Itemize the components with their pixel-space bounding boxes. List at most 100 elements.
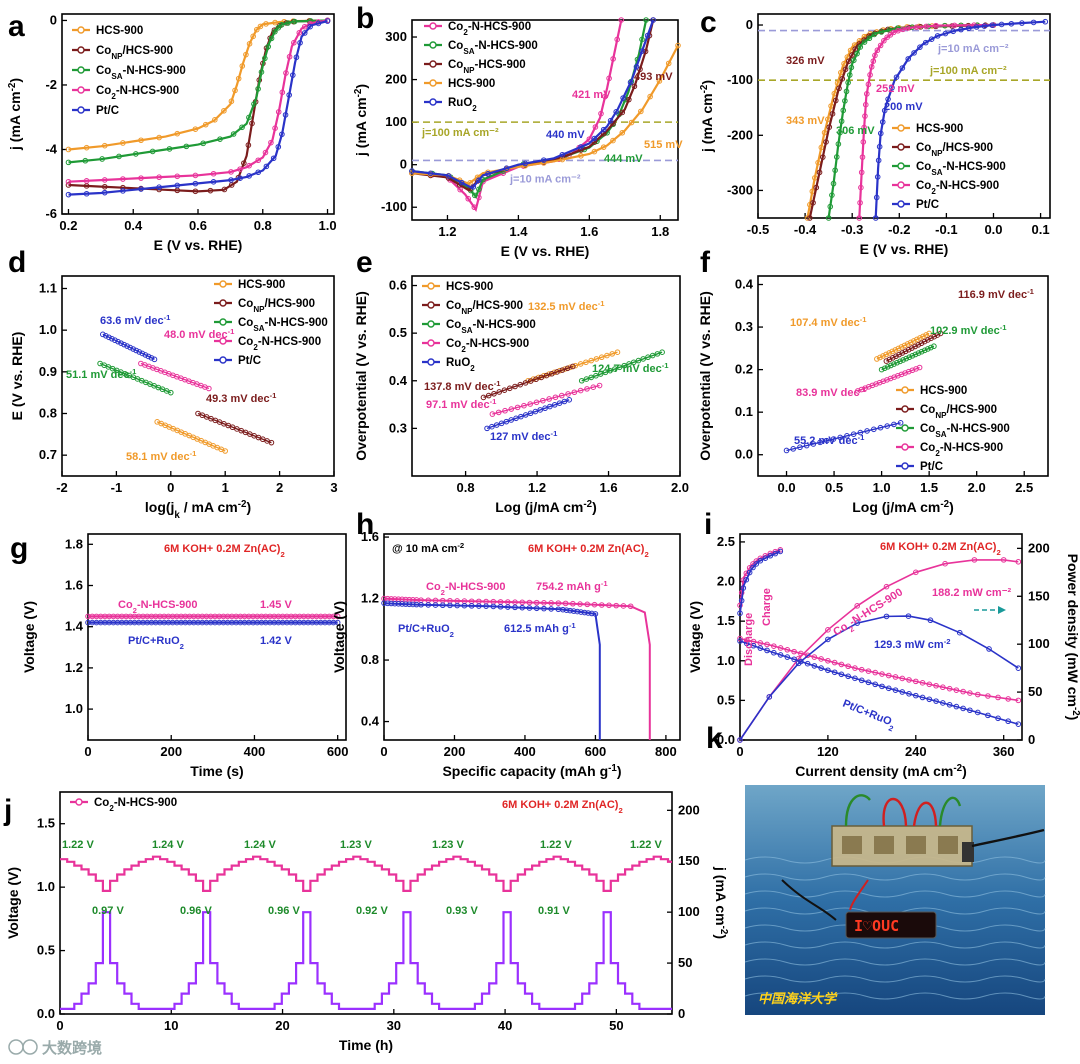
text-run: -1	[1000, 323, 1008, 332]
data-point	[565, 391, 571, 397]
data-point	[610, 56, 616, 62]
data-point	[893, 74, 900, 80]
data-point	[837, 434, 844, 441]
x-tick-label: 0	[84, 744, 91, 759]
data-point	[771, 649, 777, 656]
text-run: Co	[916, 180, 931, 192]
data-point	[282, 112, 289, 118]
legend-entry: CoNP​/HCS-900	[916, 142, 993, 158]
text-run: 48.0 mV dec	[164, 329, 228, 341]
data-point	[899, 65, 906, 71]
data-point	[513, 415, 519, 422]
x-tick-label: 0	[167, 480, 174, 495]
data-point	[893, 353, 899, 360]
data-point	[392, 600, 398, 607]
data-point	[906, 691, 912, 697]
legend-entry-marker	[77, 46, 85, 54]
data-point	[221, 107, 227, 114]
data-point	[246, 41, 253, 47]
data-point	[109, 335, 115, 342]
text-run: 6M KOH+ 0.2M Zn(AC)	[528, 543, 645, 555]
data-point	[920, 333, 926, 340]
data-point	[237, 175, 243, 181]
data-point	[570, 608, 577, 614]
text-run: Voltage (V)	[5, 867, 21, 939]
data-point	[286, 53, 293, 60]
low-voltage-label: 0.93 V	[446, 905, 478, 917]
panel-letter: g	[10, 532, 28, 565]
data-point	[588, 374, 594, 381]
data-point	[838, 118, 845, 125]
text-run: 2	[253, 343, 258, 352]
data-point	[825, 627, 831, 633]
data-point	[514, 404, 521, 411]
data-point	[574, 608, 581, 615]
data-point	[612, 366, 618, 372]
data-point	[883, 583, 890, 590]
y-tick-label: 1.0	[717, 653, 735, 668]
text-run: -N-HCS-900	[445, 581, 506, 593]
text-run: Co	[916, 161, 931, 173]
data-point	[142, 352, 149, 358]
data-point	[149, 148, 156, 155]
plot-frame	[383, 533, 681, 741]
text-run: Co	[446, 338, 461, 350]
value-label: 612.5 mAh g-1​	[504, 621, 576, 636]
data-point	[917, 44, 923, 50]
data-point	[923, 23, 930, 30]
x-tick-label: 1.6	[599, 480, 617, 495]
data-point	[409, 170, 415, 176]
data-point	[519, 599, 526, 606]
legend-entry-marker	[897, 162, 905, 170]
text-run: -1	[860, 315, 868, 324]
data-point	[934, 332, 941, 338]
data-point	[116, 153, 122, 160]
text-run: Co	[96, 85, 111, 97]
data-point	[207, 187, 214, 194]
data-point	[851, 57, 857, 64]
data-point	[491, 390, 497, 397]
data-point	[889, 355, 896, 361]
annotation: 343 mV	[786, 115, 825, 127]
data-point	[83, 190, 90, 197]
low-voltage-label: 0.92 V	[356, 905, 388, 917]
data-point	[937, 330, 944, 337]
text-run: NP	[461, 307, 473, 316]
data-point	[915, 350, 922, 356]
data-point	[737, 635, 743, 642]
data-point	[151, 356, 158, 363]
data-point	[845, 58, 852, 64]
text-run: 6M KOH+ 0.2M Zn(AC)	[880, 541, 997, 553]
data-point	[909, 345, 915, 351]
data-point	[804, 660, 811, 667]
battery-cell	[938, 836, 958, 854]
text-run: -N-HCS-900	[265, 317, 328, 329]
x-tick-label: 0	[736, 744, 743, 759]
data-point	[942, 560, 948, 567]
slope-label: 132.5 mV dec-1​	[528, 299, 605, 314]
data-point	[1015, 721, 1022, 727]
legend-entry: CoNP​/HCS-900	[238, 298, 315, 314]
data-point	[272, 28, 278, 35]
power-curve	[739, 559, 1019, 741]
data-point	[489, 423, 495, 430]
data-point	[881, 107, 888, 114]
legend-entry-marker	[897, 143, 905, 151]
text-run: / mA cm	[180, 499, 238, 515]
y-tick-label: 1.8	[65, 536, 83, 551]
data-point	[665, 60, 672, 67]
data-point	[156, 174, 162, 181]
data-point	[900, 26, 906, 33]
data-point	[967, 707, 973, 714]
text-run: Pt/C+RuO	[128, 635, 180, 647]
text-run: HCS-900	[238, 279, 285, 291]
data-point	[290, 72, 296, 78]
data-point	[619, 109, 626, 116]
wire	[844, 794, 871, 827]
text-run: /HCS-900	[947, 404, 998, 416]
text-run: 55.2 mV dec	[794, 435, 858, 447]
legend-entry: HCS-900	[446, 281, 493, 293]
x-axis-label: E (V vs. RHE)	[154, 237, 243, 253]
data-point	[597, 371, 604, 377]
data-point	[268, 139, 274, 146]
